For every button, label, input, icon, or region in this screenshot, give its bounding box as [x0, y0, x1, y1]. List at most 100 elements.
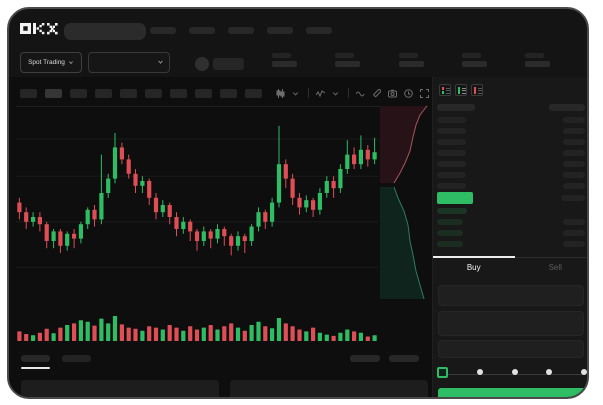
slider-stop[interactable]	[476, 369, 483, 375]
stat-value-placeholder	[461, 61, 487, 67]
indicator-icon[interactable]	[316, 89, 325, 98]
amount-field[interactable]	[438, 311, 584, 336]
ask-amount-placeholder	[563, 183, 585, 189]
candles-icon[interactable]	[276, 88, 285, 98]
chevron-down-icon[interactable]	[292, 89, 301, 98]
ask-price-placeholder	[437, 139, 466, 145]
okx-logo[interactable]	[20, 21, 58, 37]
expand-icon[interactable]	[420, 88, 429, 98]
timeframe-button[interactable]	[45, 88, 62, 98]
nav-item[interactable]	[267, 27, 293, 34]
timeframe-button[interactable]	[220, 88, 237, 98]
tab-sell[interactable]: Sell	[515, 258, 588, 276]
bottom-action[interactable]	[389, 355, 419, 362]
timeframe-button[interactable]	[70, 88, 87, 98]
slider-handle[interactable]	[437, 367, 448, 378]
bottom-tab[interactable]	[21, 355, 50, 362]
price-row-placeholder	[561, 195, 585, 201]
app-window: Spot Trading	[7, 7, 589, 399]
amount-slider[interactable]	[437, 367, 587, 378]
bid-price-placeholder	[437, 241, 463, 247]
search-input[interactable]	[64, 23, 146, 40]
bottom-right-actions	[350, 355, 419, 362]
timeframe-button[interactable]	[120, 88, 137, 98]
bid-row[interactable]	[437, 208, 585, 214]
sell-tab-label: Sell	[548, 262, 562, 272]
stat-value-placeholder	[272, 61, 297, 67]
stat-label-placeholder	[398, 53, 418, 58]
ask-row[interactable]	[437, 172, 585, 178]
book-asks-icon[interactable]	[471, 84, 483, 96]
chart-section	[9, 77, 432, 397]
chart-tool-icons	[276, 88, 429, 98]
ask-row[interactable]	[437, 139, 585, 145]
bid-row[interactable]	[437, 219, 585, 225]
ask-row[interactable]	[437, 117, 585, 123]
timeframe-button[interactable]	[145, 88, 162, 98]
top-nav	[150, 27, 332, 34]
ticker-stat	[525, 53, 550, 67]
candlestick-chart[interactable]	[16, 107, 378, 303]
bottom-action[interactable]	[350, 355, 380, 362]
clock-icon[interactable]	[404, 88, 413, 98]
timeframe-button[interactable]	[195, 88, 212, 98]
nav-item[interactable]	[150, 27, 176, 34]
ask-price-placeholder	[437, 161, 466, 167]
ticker-stat	[398, 53, 424, 67]
coin-icon	[195, 57, 209, 71]
market-type-dropdown[interactable]: Spot Trading	[20, 52, 82, 73]
ask-row[interactable]	[437, 150, 585, 156]
slider-stop[interactable]	[546, 369, 553, 375]
ask-row[interactable]	[437, 183, 585, 189]
book-bids-icon[interactable]	[455, 84, 467, 96]
pencil-icon[interactable]	[372, 88, 381, 98]
buy-button[interactable]	[438, 388, 586, 397]
stat-value-placeholder	[525, 61, 550, 67]
bottom-tab[interactable]	[62, 355, 91, 362]
trade-tabs: Buy Sell	[433, 256, 588, 276]
pair-name-placeholder	[213, 58, 244, 70]
slider-stop[interactable]	[511, 369, 518, 375]
ask-price-placeholder	[437, 117, 466, 123]
timeframe-button[interactable]	[245, 88, 262, 98]
buy-tab-label: Buy	[466, 262, 481, 272]
toolbar-divider	[16, 106, 428, 107]
chevron-down-icon[interactable]	[332, 89, 341, 98]
book-all-icon[interactable]	[439, 84, 451, 96]
last-price-row[interactable]	[437, 192, 585, 204]
okx-logo-glyph	[20, 23, 58, 35]
ask-rows	[437, 117, 585, 189]
bottom-panel-left	[21, 380, 219, 397]
amount-slider-track[interactable]	[441, 374, 583, 375]
ask-row[interactable]	[437, 161, 585, 167]
price-field[interactable]	[438, 285, 584, 306]
ask-amount-placeholder	[563, 150, 585, 156]
tab-buy[interactable]: Buy	[433, 256, 515, 276]
bottom-panel-right	[230, 380, 428, 397]
chart-toolbar	[20, 88, 429, 98]
nav-item[interactable]	[306, 27, 332, 34]
timeframe-button[interactable]	[20, 88, 37, 98]
ask-row[interactable]	[437, 128, 585, 134]
timeframe-button[interactable]	[170, 88, 187, 98]
ask-amount-placeholder	[563, 117, 585, 123]
total-field[interactable]	[438, 340, 584, 358]
nav-item[interactable]	[228, 27, 254, 34]
pair-selector-dropdown[interactable]	[88, 52, 170, 73]
slider-stop[interactable]	[581, 369, 587, 375]
bid-rows	[437, 208, 585, 247]
bid-row[interactable]	[437, 230, 585, 236]
wave-icon[interactable]	[356, 89, 365, 98]
ask-amount-placeholder	[563, 161, 585, 167]
stat-label-placeholder	[525, 53, 544, 58]
timeframe-buttons	[20, 88, 262, 98]
bid-price-placeholder	[437, 230, 463, 236]
nav-item[interactable]	[189, 27, 215, 34]
chart-bottom-tabs	[21, 355, 91, 362]
ask-price-placeholder	[437, 183, 466, 189]
timeframe-button[interactable]	[95, 88, 112, 98]
stat-label-placeholder	[272, 53, 291, 58]
ask-price-placeholder	[437, 128, 466, 134]
camera-icon[interactable]	[388, 89, 397, 98]
bid-row[interactable]	[437, 241, 585, 247]
